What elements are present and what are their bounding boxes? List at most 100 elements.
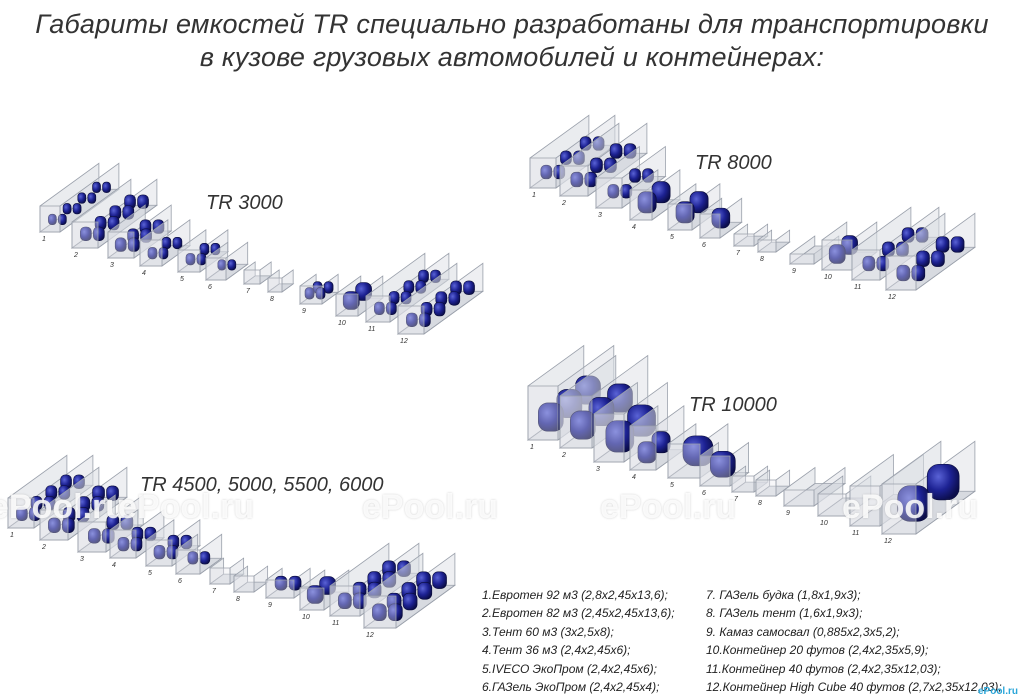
box-number: 10 [820, 520, 828, 527]
title-line-1: Габариты емкостей TR специально разработ… [35, 9, 989, 39]
tank [323, 281, 334, 294]
box-number: 9 [786, 510, 790, 517]
tank [374, 301, 385, 315]
box-number: 2 [41, 544, 46, 551]
legend-right-column: 7. ГАЗель будка (1,8x1,9x3); 8. ГАЗель т… [706, 586, 1002, 696]
box-number: 9 [268, 602, 272, 609]
truck-box [204, 241, 249, 281]
tank [629, 168, 641, 183]
tank [80, 226, 92, 241]
box-number: 4 [632, 474, 636, 481]
box-number: 6 [702, 490, 706, 497]
box-number: 7 [212, 588, 217, 595]
truck-box [298, 273, 340, 305]
box-number: 12 [888, 294, 896, 301]
group-label-tr3000: TR 3000 [206, 192, 283, 214]
tank [338, 592, 352, 609]
tank [432, 571, 447, 589]
box-number: 7 [734, 496, 739, 503]
truck-box [396, 262, 485, 335]
tank [227, 259, 237, 271]
tank [388, 603, 403, 621]
box-number: 11 [852, 530, 859, 537]
page-title: Габариты емкостей TR специально разработ… [0, 8, 1024, 74]
tank [931, 250, 945, 267]
truck-box [756, 229, 791, 253]
tank [62, 203, 72, 215]
tank [304, 287, 315, 300]
tank [897, 485, 931, 522]
box-number: 10 [824, 274, 832, 281]
tank [187, 551, 199, 565]
tank [607, 184, 620, 199]
tank [926, 463, 960, 501]
tank [16, 506, 28, 521]
tank [896, 264, 911, 282]
title-line-2: в кузове грузовых автомобилей и контейне… [199, 42, 825, 72]
box-number: 5 [180, 276, 184, 283]
truck-box [666, 182, 722, 231]
truck-box [880, 440, 977, 535]
tank [862, 255, 876, 272]
tank [570, 171, 584, 188]
tank [147, 247, 158, 260]
truck-box [266, 269, 295, 293]
tank [93, 226, 105, 241]
watermark: ePool.ru [600, 488, 737, 526]
box-number: 2 [561, 452, 566, 459]
legend-item: 11.Контейнер 40 футов (2,4x2,35x12,03); [706, 661, 941, 676]
tank [117, 536, 130, 552]
group-label-tr4500: TR 4500, 5000, 5500, 6000 [140, 474, 384, 496]
tank [386, 301, 397, 315]
tank [153, 544, 166, 560]
tank [48, 517, 61, 533]
tank [402, 592, 418, 611]
tank [315, 287, 326, 300]
box-number: 1 [42, 236, 46, 243]
legend-item: 5.IVECO ЭкоПром (2,4x2,45x6); [482, 661, 657, 676]
box-number: 4 [112, 562, 116, 569]
box-number: 11 [368, 326, 375, 333]
tank [372, 603, 387, 621]
truck-box [884, 212, 977, 291]
truck-box [264, 567, 312, 599]
box-number: 7 [736, 250, 741, 257]
box-number: 1 [10, 532, 14, 539]
legend-left-column: 1.Евротен 92 м3 (2,8x2,45x13,6); 2.Еврот… [482, 586, 675, 696]
legend-item: 10.Контейнер 20 футов (2,4x2,35x5,9); [706, 643, 929, 658]
box-number: 2 [561, 200, 566, 207]
tank [130, 536, 143, 552]
watermark: ePool.ru [362, 488, 499, 526]
tank [711, 207, 731, 229]
tank [342, 291, 360, 310]
box-number: 3 [598, 212, 602, 219]
tank [88, 528, 101, 544]
box-number: 1 [530, 444, 534, 451]
tank [48, 213, 57, 225]
truck-box [732, 223, 769, 247]
group-label-tr8000: TR 8000 [695, 152, 772, 174]
box-number: 6 [178, 578, 182, 585]
tank [199, 242, 210, 256]
tank [590, 157, 603, 173]
legend-item: 1.Евротен 92 м3 (2,8x2,45x13,6); [482, 588, 668, 602]
group-label-tr10000: TR 10000 [689, 394, 777, 416]
tank [935, 236, 950, 253]
truck-box [38, 162, 121, 233]
box-number: 5 [670, 234, 674, 241]
tank [306, 585, 324, 604]
tank [916, 250, 930, 267]
tank [199, 551, 211, 565]
tank [950, 236, 965, 253]
tank [609, 143, 623, 159]
legend-item: 2.Евротен 82 м3 (2,45x2,45x13,6); [482, 606, 675, 621]
box-number: 5 [148, 570, 152, 577]
tank [419, 312, 431, 327]
box-number: 3 [110, 262, 114, 269]
box-number: 2 [73, 252, 78, 259]
box-number: 1 [532, 192, 536, 199]
watermark: ePool.ru [0, 488, 127, 526]
truck-box [106, 204, 173, 259]
